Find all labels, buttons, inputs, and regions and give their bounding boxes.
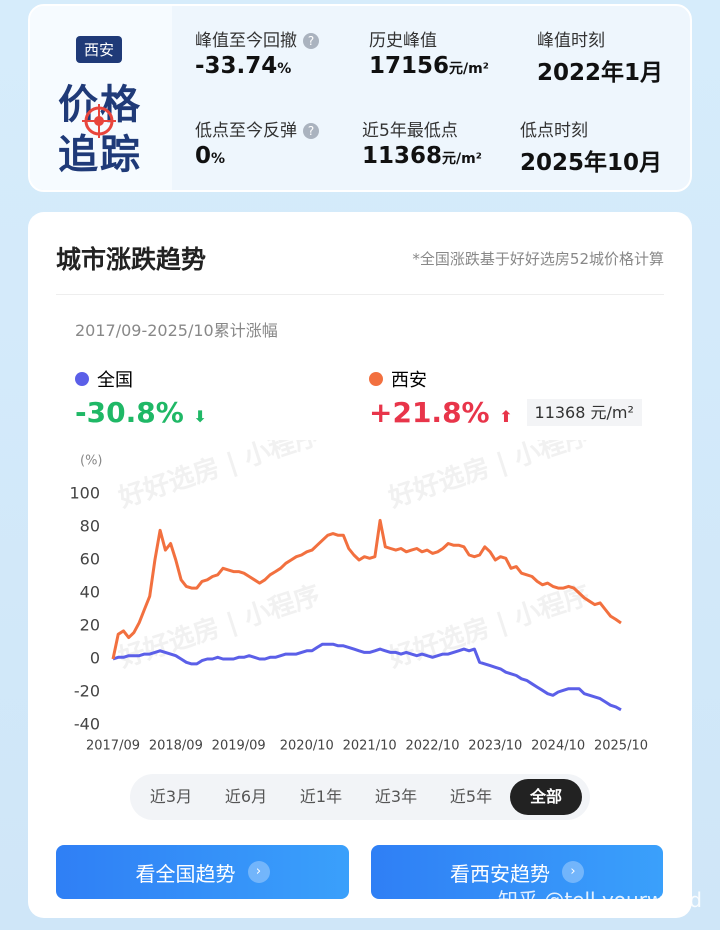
watermark: 知乎 @tell yourworld [497,888,702,912]
stat-value: 0% [195,143,225,169]
value-text: 0 [195,143,212,169]
target-icon [82,104,116,138]
y-tick-label: 60 [80,550,100,569]
stat-label: 历史峰值 [369,26,437,51]
stat-value: 2025年10月 [520,143,662,177]
button-label: 看西安趋势 [450,861,550,886]
unit-text: % [211,151,226,167]
button-label: 看全国趋势 [135,861,236,886]
tab[interactable]: 全部 [510,779,582,815]
label-text: 低点至今反弹 [195,121,297,141]
y-tick-label: 100 [69,484,100,503]
button[interactable]: 看西安趋势 › [371,845,663,899]
tab[interactable]: 近3月 [149,787,193,806]
summary-card: 西安 价格 追踪 峰值至今回撤? -33.74% 历史峰值 17156元/m² 峰值时刻… [28,4,692,192]
help-icon: ? [303,33,319,49]
city-badge: 西安 [76,36,123,63]
label-text: 近5年最低点 [362,121,458,141]
stat-label: 峰值至今回撤? [195,26,319,51]
label-text: 峰值时刻 [537,31,605,51]
tab[interactable]: 近1年 [299,787,343,806]
value-text: 2025年10月 [520,150,663,176]
logo: 西安 价格 追踪 [30,6,172,190]
tab[interactable]: 近5年 [449,787,493,806]
legend-item: 全国 -30.8% ⬇ [75,370,207,429]
label-text: 历史峰值 [369,31,437,51]
watermark: 好好选房 | 小程序 [384,580,594,675]
tab[interactable]: 近3年 [374,787,418,806]
x-tick-label: 2017/09 [86,739,140,754]
y-tick-label: 0 [90,649,100,668]
stat-label: 低点至今反弹? [195,116,319,141]
value-text: 17156 [369,53,450,79]
stat-value: 2022年1月 [537,53,663,87]
x-tick-label: 2019/09 [212,739,266,754]
x-tick-label: 2022/10 [405,739,459,754]
label-text: 低点时刻 [520,121,588,141]
stat-label: 峰值时刻 [537,26,605,51]
watermark: 好好选房 | 小程序 [384,440,594,514]
unit-text: 元/m² [442,151,482,167]
label-text: 峰值至今回撤 [195,31,297,51]
change: +21.8% [369,396,490,429]
button[interactable]: 看全国趋势 › [56,845,349,899]
section-title: 城市涨跌趋势 [56,245,207,274]
trend-card: 城市涨跌趋势 *全国涨跌基于好好选房52城价格计算 2017/09-2025/1… [28,212,692,918]
series-line [112,642,622,712]
value-text: 2022年1月 [537,60,664,86]
legend-item: 西安 +21.8% ⬆ 11368 元/m² [369,366,642,429]
y-tick-label: 40 [80,583,100,602]
legend-name: 全国 [97,370,133,391]
value-text: 11368 [362,143,443,169]
x-tick-label: 2025/10 [594,739,648,754]
change: -30.8% [75,396,184,429]
x-tick-label: 2024/10 [531,739,585,754]
legend-name: 西安 [391,370,427,391]
value-text: -33.74 [195,53,278,79]
x-tick-label: 2021/10 [343,739,397,754]
series-line [111,518,622,660]
tab[interactable]: 近6月 [224,787,268,806]
x-tick-label: 2020/10 [280,739,334,754]
logo-text: 追踪 [58,132,142,178]
y-tick-label: -40 [74,715,100,734]
note: *全国涨跌基于好好选房52城价格计算 [412,250,664,268]
stat-value: 11368元/m² [362,143,482,169]
x-tick-label: 2023/10 [468,739,522,754]
y-unit: (%) [80,454,103,469]
y-tick-label: 20 [80,616,100,635]
divider [56,294,664,295]
x-tick-label: 2018/09 [149,739,203,754]
y-tick-label: -20 [74,682,100,701]
watermark: 好好选房 | 小程序 [114,440,324,514]
price-tag: 11368 元/m² [526,399,642,426]
unit-text: % [277,61,292,77]
y-tick-label: 80 [80,517,100,536]
stat-value: 17156元/m² [369,53,489,79]
stat-label: 低点时刻 [520,116,588,141]
stat-value: -33.74% [195,53,291,79]
help-icon: ? [303,123,319,139]
unit-text: 元/m² [449,61,489,77]
period: 2017/09-2025/10累计涨幅 [75,321,278,340]
watermark: 好好选房 | 小程序 [114,580,324,675]
stat-label: 近5年最低点 [362,116,458,141]
